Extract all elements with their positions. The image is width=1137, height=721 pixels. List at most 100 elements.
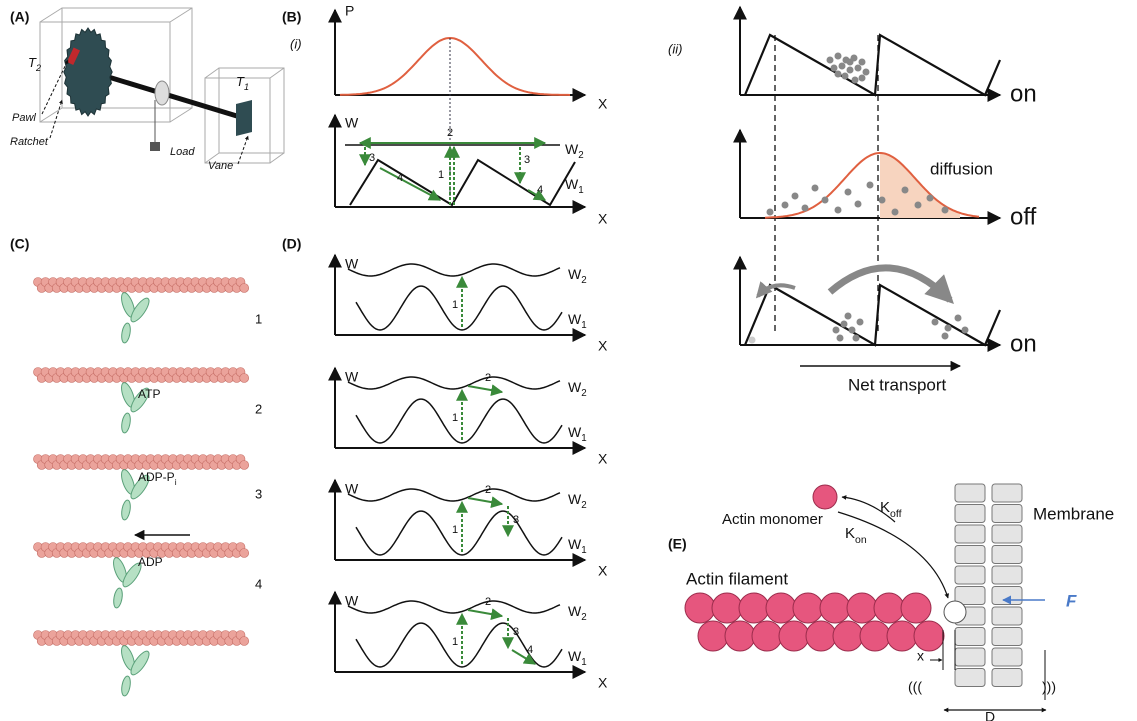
step-arrow	[379, 167, 442, 201]
particle	[891, 208, 899, 216]
particle	[834, 52, 842, 60]
particle	[848, 326, 856, 334]
myosin-head	[121, 499, 131, 521]
label-sub: 1	[578, 185, 583, 196]
actin-bead	[239, 283, 249, 293]
membrane-unit	[991, 586, 1023, 605]
panel-label: (D)	[282, 236, 301, 252]
particle	[840, 320, 848, 328]
label-sub: on	[855, 534, 867, 546]
label-sub: 1	[581, 545, 586, 556]
pawl	[66, 47, 81, 65]
box-wire	[39, 7, 63, 23]
particle	[954, 314, 962, 322]
nucleotide: ADP-Pi	[138, 470, 177, 487]
step-number: 2	[485, 372, 491, 384]
particle	[854, 200, 862, 208]
nucleotide: ATP	[138, 387, 160, 401]
actin-subunit	[832, 620, 864, 652]
step-number: 2	[255, 401, 262, 416]
w1-curve	[355, 285, 563, 331]
label: W	[345, 115, 359, 131]
state-label: on	[1010, 330, 1037, 357]
myosin-head	[113, 587, 123, 609]
membrane-unit	[954, 627, 986, 646]
particle	[830, 64, 838, 72]
label-sub: 2	[581, 275, 586, 286]
step-number: 2	[485, 596, 491, 608]
axle	[91, 69, 251, 123]
actin-bead	[239, 636, 249, 646]
label: W1	[568, 424, 587, 444]
box-wire	[39, 107, 63, 123]
pointer	[41, 59, 69, 115]
label: F	[1066, 591, 1077, 610]
label-main: W	[568, 266, 582, 282]
step-number: 2	[447, 127, 453, 139]
particle	[866, 181, 874, 189]
w2-curve	[347, 263, 561, 277]
label: W	[345, 256, 359, 272]
label-sub: 2	[578, 150, 583, 161]
label: Net transport	[848, 375, 947, 394]
particle	[852, 334, 860, 342]
label-main: T	[236, 74, 245, 89]
free-site	[943, 600, 967, 624]
diffusion-curve	[764, 152, 980, 219]
label-main: W	[568, 424, 582, 440]
label-main: W	[568, 379, 582, 395]
particle	[838, 62, 846, 70]
label: diffusion	[930, 159, 993, 178]
label: W2	[568, 491, 587, 511]
label: W2	[568, 266, 587, 286]
step-number: 4	[255, 576, 262, 591]
actin-monomer	[812, 484, 838, 510]
actin-subunit	[765, 592, 797, 624]
particle	[832, 326, 840, 334]
step-number: 4	[537, 184, 543, 196]
label: T2	[28, 55, 41, 73]
box-wire	[269, 152, 285, 164]
particle	[901, 186, 909, 194]
label: Kon	[845, 525, 867, 546]
w2-curve	[347, 376, 561, 390]
label: Pawl	[12, 112, 36, 124]
label: (((	[908, 679, 922, 695]
particle	[856, 318, 864, 326]
actin-subunit	[778, 620, 810, 652]
label: (ii)	[668, 41, 682, 56]
label: Ratchet	[10, 136, 49, 148]
box-wire	[169, 7, 193, 23]
membrane-unit	[991, 545, 1023, 564]
label: x	[917, 648, 924, 664]
label: )))	[1042, 679, 1056, 695]
load-weight	[150, 142, 160, 151]
step-number: 1	[452, 412, 458, 424]
particle	[821, 196, 829, 204]
actin-subunit	[846, 592, 878, 624]
step-number: 1	[452, 524, 458, 536]
panel-label: (B)	[282, 9, 301, 25]
box-wire	[61, 7, 193, 109]
particle	[834, 70, 842, 78]
membrane-unit	[991, 483, 1023, 503]
diffusion-shade	[880, 153, 960, 218]
particle	[926, 194, 934, 202]
step-arrow	[511, 649, 537, 665]
actin-subunit	[886, 620, 918, 652]
particle	[844, 188, 852, 196]
particle	[878, 196, 886, 204]
step-number: 3	[369, 152, 375, 164]
box-wire	[269, 67, 285, 79]
membrane-unit	[954, 545, 986, 564]
label: W1	[568, 311, 587, 331]
particle	[766, 208, 774, 216]
label: W	[345, 593, 359, 609]
actin-bead	[239, 373, 249, 383]
particle	[781, 201, 789, 209]
actin-subunit	[873, 592, 905, 624]
particle	[858, 74, 866, 82]
label-sub: 2	[581, 612, 586, 623]
label: Vane	[208, 160, 233, 172]
